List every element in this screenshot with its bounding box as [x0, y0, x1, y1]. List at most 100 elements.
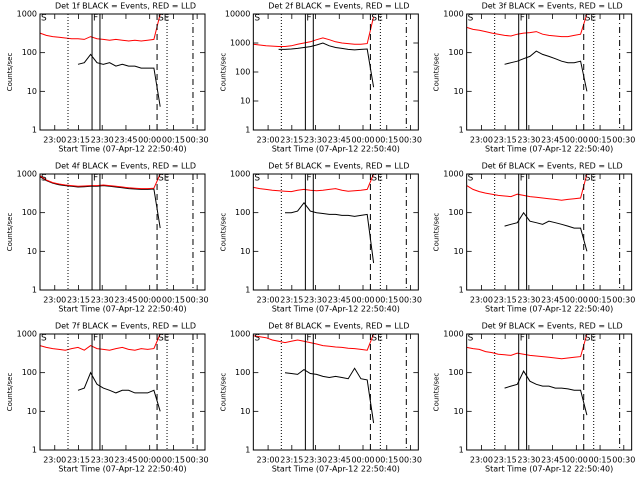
chart-title: Det 5f BLACK = Events, RED = LLD	[268, 162, 409, 171]
x-tick-label: 23:30	[517, 456, 540, 465]
y-tick-label: 1000	[17, 330, 37, 339]
plot-frame	[252, 13, 419, 131]
y-axis-label: Counts/sec	[433, 53, 441, 92]
y-axis-label: Counts/sec	[6, 373, 14, 412]
y-tick-label: 100	[448, 368, 463, 377]
x-tick-label: 23:00	[257, 296, 280, 305]
x-tick-label: 23:00	[43, 296, 66, 305]
y-tick-label: 1	[32, 446, 37, 455]
series-line	[284, 367, 375, 424]
x-tick-label: 23:30	[517, 296, 540, 305]
panel: Det 8f BLACK = Events, RED = LLD Start Ti…	[219, 322, 422, 474]
panel: Det 2f BLACK = Events, RED = LLD Start Ti…	[219, 2, 422, 154]
panel: Det 4f BLACK = Events, RED = LLD Start Ti…	[6, 162, 209, 314]
series-line	[285, 201, 375, 264]
series-line	[77, 371, 161, 412]
x-axis-label: Start Time (07-Apr-12 22:50:40)	[272, 465, 400, 474]
x-tick-label: 23:30	[304, 136, 327, 145]
x-tick-label: 00:15	[375, 296, 398, 305]
x-tick-label: 23:15	[494, 136, 517, 145]
x-tick-label: 23:45	[541, 296, 564, 305]
x-tick-label: 00:30	[612, 296, 635, 305]
panel: Det 5f BLACK = Events, RED = LLD Start Ti…	[219, 162, 422, 314]
x-tick-label: 00:30	[186, 296, 209, 305]
y-tick-label: 1000	[443, 330, 463, 339]
x-axis-label: Start Time (07-Apr-12 22:50:40)	[272, 305, 400, 314]
panel: Det 7f BLACK = Events, RED = LLD Start Ti…	[6, 322, 209, 474]
y-tick-label: 100	[22, 48, 37, 57]
x-tick-label: 23:30	[91, 456, 114, 465]
x-tick-label: 00:00	[138, 296, 161, 305]
marker-label: F	[93, 174, 98, 184]
y-tick-label: 10000	[225, 10, 250, 19]
x-tick-label: 00:00	[565, 136, 588, 145]
y-axis-label: Counts/sec	[433, 373, 441, 412]
x-tick-label: 00:30	[186, 456, 209, 465]
y-tick-label: 1	[459, 446, 464, 455]
chart-title: Det 6f BLACK = Events, RED = LLD	[482, 162, 623, 171]
x-tick-label: 23:30	[304, 296, 327, 305]
marker-label: SE	[371, 174, 383, 184]
x-tick-label: 00:15	[162, 456, 185, 465]
plot-frame	[39, 333, 206, 451]
x-tick-label: 00:30	[186, 136, 209, 145]
marker-label: F	[520, 14, 525, 24]
marker-label: SE	[371, 334, 383, 344]
marker-label: SE	[585, 334, 597, 344]
x-tick-label: 00:00	[565, 296, 588, 305]
x-tick-label: 00:00	[351, 296, 374, 305]
y-axis-label: Counts/sec	[219, 373, 227, 412]
plot-frame	[466, 13, 633, 131]
marker-label: SE	[158, 174, 170, 184]
marker-label: S	[468, 174, 474, 184]
x-tick-label: 23:00	[43, 136, 66, 145]
plot-frame	[466, 173, 633, 291]
chart-title: Det 7f BLACK = Events, RED = LLD	[55, 322, 196, 331]
x-tick-label: 23:00	[470, 296, 493, 305]
y-tick-label: 100	[235, 368, 250, 377]
x-axis-label: Start Time (07-Apr-12 22:50:40)	[485, 465, 613, 474]
x-tick-label: 23:00	[257, 136, 280, 145]
panel: Det 6f BLACK = Events, RED = LLD Start Ti…	[433, 162, 636, 314]
chart-title: Det 8f BLACK = Events, RED = LLD	[268, 322, 409, 331]
series-line	[504, 50, 588, 92]
plot-frame	[39, 13, 206, 131]
panel: Det 3f BLACK = Events, RED = LLD Start Ti…	[433, 2, 636, 154]
x-axis-label: Start Time (07-Apr-12 22:50:40)	[485, 145, 613, 154]
y-tick-label: 1	[245, 126, 250, 135]
x-tick-label: 23:15	[280, 456, 303, 465]
marker-label: S	[254, 174, 260, 184]
panel: Det 9f BLACK = Events, RED = LLD Start Ti…	[433, 322, 636, 474]
plot-frame	[39, 173, 206, 291]
x-tick-label: 00:00	[565, 456, 588, 465]
y-tick-label: 1	[245, 446, 250, 455]
x-tick-label: 00:15	[589, 296, 612, 305]
x-tick-label: 23:15	[67, 456, 90, 465]
marker-label: S	[254, 334, 260, 344]
y-tick-label: 10	[27, 87, 37, 96]
y-tick-label: 1000	[230, 330, 250, 339]
x-tick-label: 00:00	[138, 136, 161, 145]
plot-frame	[252, 333, 419, 451]
chart-title: Det 3f BLACK = Events, RED = LLD	[482, 2, 623, 11]
x-tick-label: 23:15	[494, 456, 517, 465]
x-tick-label: 00:30	[399, 456, 422, 465]
marker-label: F	[93, 334, 98, 344]
chart-title: Det 1f BLACK = Events, RED = LLD	[55, 2, 196, 11]
x-tick-label: 23:15	[67, 136, 90, 145]
y-axis-label: Counts/sec	[433, 213, 441, 252]
marker-label: SE	[158, 14, 170, 24]
marker-label: SE	[371, 14, 383, 24]
y-tick-label: 1	[459, 286, 464, 295]
x-tick-label: 23:45	[328, 136, 351, 145]
x-tick-label: 23:45	[114, 136, 137, 145]
x-tick-label: 00:30	[399, 136, 422, 145]
y-tick-label: 10	[453, 87, 463, 96]
x-tick-label: 23:30	[91, 136, 114, 145]
marker-label: S	[41, 174, 47, 184]
x-tick-label: 00:15	[589, 136, 612, 145]
series-line	[77, 53, 161, 107]
y-tick-label: 100	[22, 208, 37, 217]
chart-title: Det 2f BLACK = Events, RED = LLD	[268, 2, 409, 11]
